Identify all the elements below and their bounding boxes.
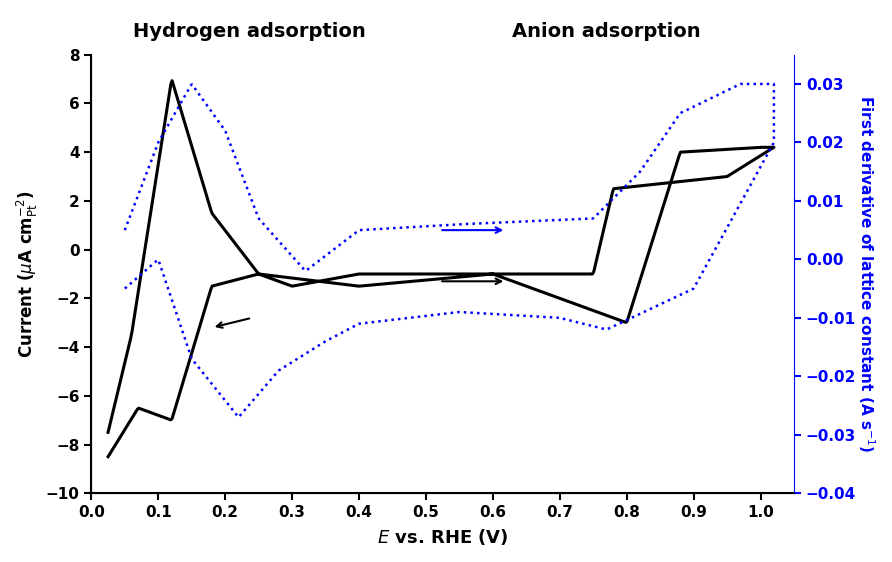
X-axis label: $\it{E}$ vs. RHE (V): $\it{E}$ vs. RHE (V) bbox=[376, 527, 508, 547]
Y-axis label: First derivative of lattice constant (A s$^{-1}$): First derivative of lattice constant (A … bbox=[856, 96, 877, 452]
Y-axis label: Current ($\mu$A cm$^{-2}_{\rm{Pt}}$): Current ($\mu$A cm$^{-2}_{\rm{Pt}}$) bbox=[15, 191, 40, 357]
Text: Anion adsorption: Anion adsorption bbox=[512, 22, 701, 42]
Text: Hydrogen adsorption: Hydrogen adsorption bbox=[134, 22, 366, 42]
